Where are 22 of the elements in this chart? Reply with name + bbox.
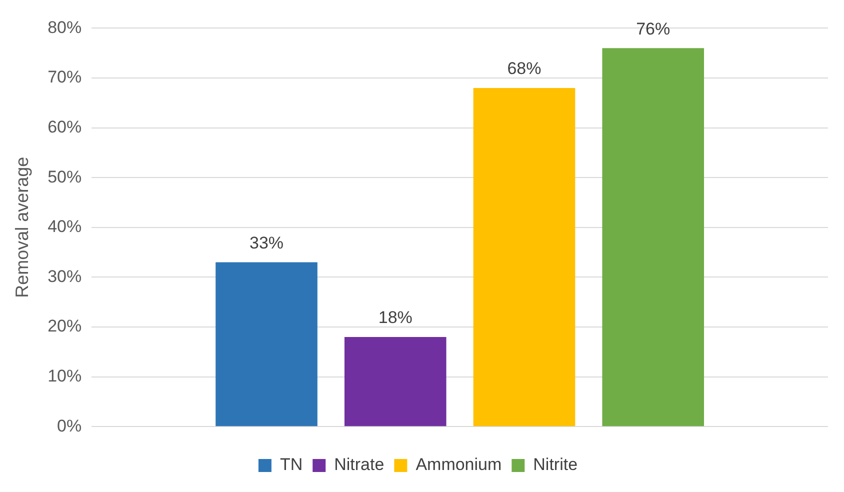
y-tick-label: 30% xyxy=(48,266,82,286)
text: 76% xyxy=(636,19,670,38)
legend-label: Nitrate xyxy=(334,455,384,474)
bar xyxy=(473,88,576,426)
bar xyxy=(216,262,318,426)
y-tick-label: 20% xyxy=(48,316,82,336)
y-tick-label: 10% xyxy=(48,366,82,386)
bar xyxy=(344,336,446,426)
text: 18% xyxy=(378,308,412,328)
y-tick-label: 40% xyxy=(48,217,82,236)
y-tick-label: 50% xyxy=(48,167,82,186)
legend-label: Nitrite xyxy=(533,455,578,474)
y-axis-title: Removal average xyxy=(12,156,32,298)
y-tick-label: 0% xyxy=(57,416,82,436)
y-tick-label: 80% xyxy=(48,18,82,37)
bar xyxy=(602,48,704,426)
legend-label: Ammonium xyxy=(416,455,502,474)
text: 68% xyxy=(507,59,542,78)
y-tick-label: 60% xyxy=(48,117,82,136)
text: 33% xyxy=(250,233,284,252)
legend-label: TN xyxy=(280,455,303,474)
y-tick-label: 70% xyxy=(48,68,82,87)
